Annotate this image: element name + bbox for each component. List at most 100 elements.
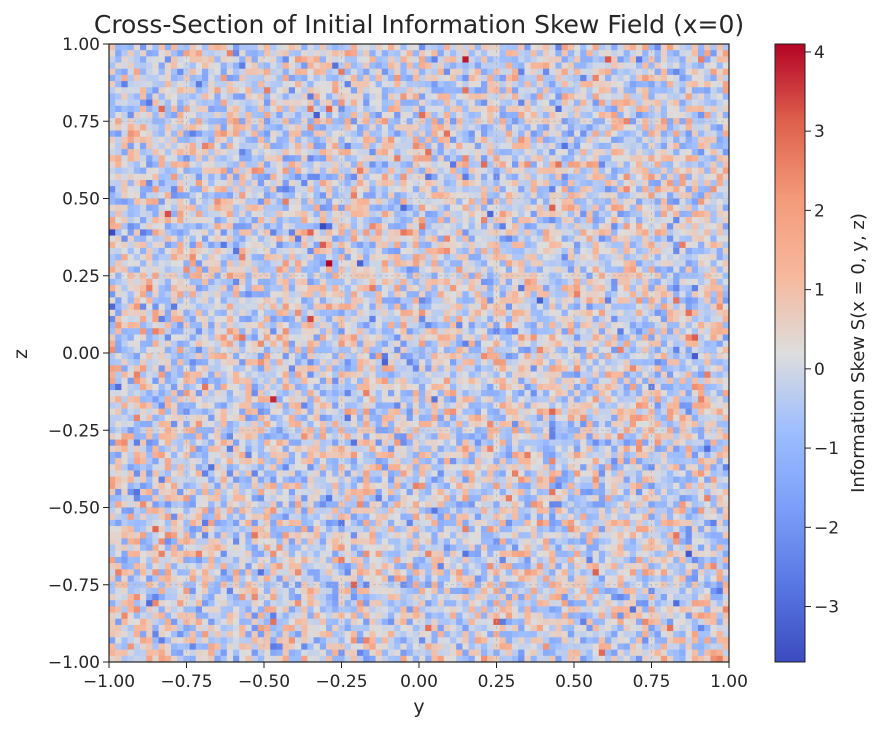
heatmap-cell [698, 93, 705, 101]
heatmap-cell [605, 111, 612, 119]
heatmap-cell [704, 260, 711, 267]
heatmap-cell [282, 315, 290, 323]
heatmap-cell [636, 254, 643, 261]
heatmap-cell [530, 303, 538, 311]
heatmap-cell [518, 204, 525, 212]
heatmap-cell [319, 105, 327, 113]
heatmap-cell [301, 130, 308, 138]
heatmap-cell [288, 217, 296, 224]
heatmap-cell [660, 328, 668, 335]
heatmap-cell [567, 87, 575, 94]
heatmap-cell [171, 99, 178, 107]
heatmap-cell [214, 278, 221, 286]
heatmap-cell [704, 167, 711, 175]
heatmap-cell [158, 105, 166, 113]
heatmap-cell [177, 309, 184, 317]
heatmap-cell [704, 309, 711, 317]
heatmap-cell [146, 56, 153, 63]
heatmap-cell [592, 155, 600, 162]
heatmap-cell [710, 68, 717, 76]
heatmap-cell [319, 235, 327, 243]
heatmap-cell [679, 285, 686, 292]
heatmap-cell [357, 50, 364, 57]
heatmap-cell [673, 81, 680, 88]
heatmap-cell [691, 161, 699, 168]
heatmap-cell [450, 68, 457, 76]
heatmap-cell [419, 210, 426, 218]
heatmap-cell [251, 303, 259, 311]
heatmap-cell [140, 346, 147, 354]
heatmap-cell [636, 260, 643, 267]
heatmap-cell [425, 149, 432, 156]
heatmap-cell [685, 149, 693, 156]
heatmap-cell [685, 105, 693, 113]
heatmap-cell [257, 179, 265, 187]
heatmap-cell [109, 198, 116, 206]
heatmap-cell [493, 297, 500, 304]
heatmap-cell [208, 105, 215, 113]
heatmap-cell [530, 266, 538, 274]
heatmap-cell [171, 62, 178, 70]
heatmap-cell [214, 105, 221, 113]
heatmap-cell [698, 179, 705, 187]
heatmap-cell [177, 297, 184, 304]
heatmap-cell [400, 62, 407, 70]
heatmap-cell [617, 105, 624, 113]
heatmap-cell [115, 285, 122, 292]
heatmap-cell [722, 254, 730, 261]
heatmap-cell [530, 56, 538, 63]
heatmap-cell [164, 260, 172, 267]
heatmap-cell [177, 87, 184, 94]
heatmap-cell [350, 254, 358, 261]
heatmap-cell [468, 74, 476, 82]
heatmap-cell [586, 260, 593, 267]
heatmap-cell [481, 241, 488, 249]
heatmap-cell [673, 340, 680, 348]
heatmap-cell [698, 62, 705, 70]
heatmap-cell [431, 62, 438, 70]
heatmap-cell [493, 99, 500, 107]
heatmap-cell [152, 142, 159, 150]
heatmap-cell [710, 161, 717, 168]
heatmap-cell [189, 303, 197, 311]
heatmap-cell [499, 56, 507, 63]
heatmap-cell [549, 309, 556, 317]
heatmap-cell [319, 50, 327, 57]
heatmap-cell [499, 93, 507, 101]
heatmap-cell [270, 149, 277, 156]
heatmap-cell [121, 179, 128, 187]
heatmap-cell [245, 142, 252, 150]
heatmap-cell [202, 186, 209, 193]
heatmap-cell [140, 173, 147, 181]
heatmap-cell [567, 210, 575, 218]
heatmap-cell [481, 130, 488, 138]
heatmap-cell [629, 124, 637, 131]
heatmap-cell [611, 297, 618, 304]
heatmap-cell [257, 44, 265, 51]
heatmap-cell [109, 173, 116, 181]
heatmap-cell [183, 309, 190, 317]
heatmap-cell [505, 303, 513, 311]
heatmap-cell [567, 254, 575, 261]
heatmap-cell [722, 210, 730, 218]
heatmap-cell [698, 334, 705, 342]
heatmap-cell [264, 285, 271, 292]
heatmap-cell [704, 303, 711, 311]
heatmap-cell [543, 334, 550, 342]
heatmap-cell [332, 322, 339, 329]
heatmap-cell [685, 130, 693, 138]
heatmap-cell [133, 210, 141, 218]
heatmap-cell [406, 322, 414, 329]
heatmap-cell [171, 328, 178, 335]
heatmap-cell [481, 285, 488, 292]
heatmap-cell [561, 334, 569, 342]
heatmap-cell [115, 81, 122, 88]
heatmap-cell [512, 87, 519, 94]
heatmap-cell [208, 161, 215, 168]
heatmap-cell [543, 186, 550, 193]
heatmap-cell [270, 297, 277, 304]
heatmap-cell [109, 124, 116, 131]
heatmap-cell [171, 186, 178, 193]
heatmap-cell [437, 81, 445, 88]
heatmap-cell [431, 68, 438, 76]
